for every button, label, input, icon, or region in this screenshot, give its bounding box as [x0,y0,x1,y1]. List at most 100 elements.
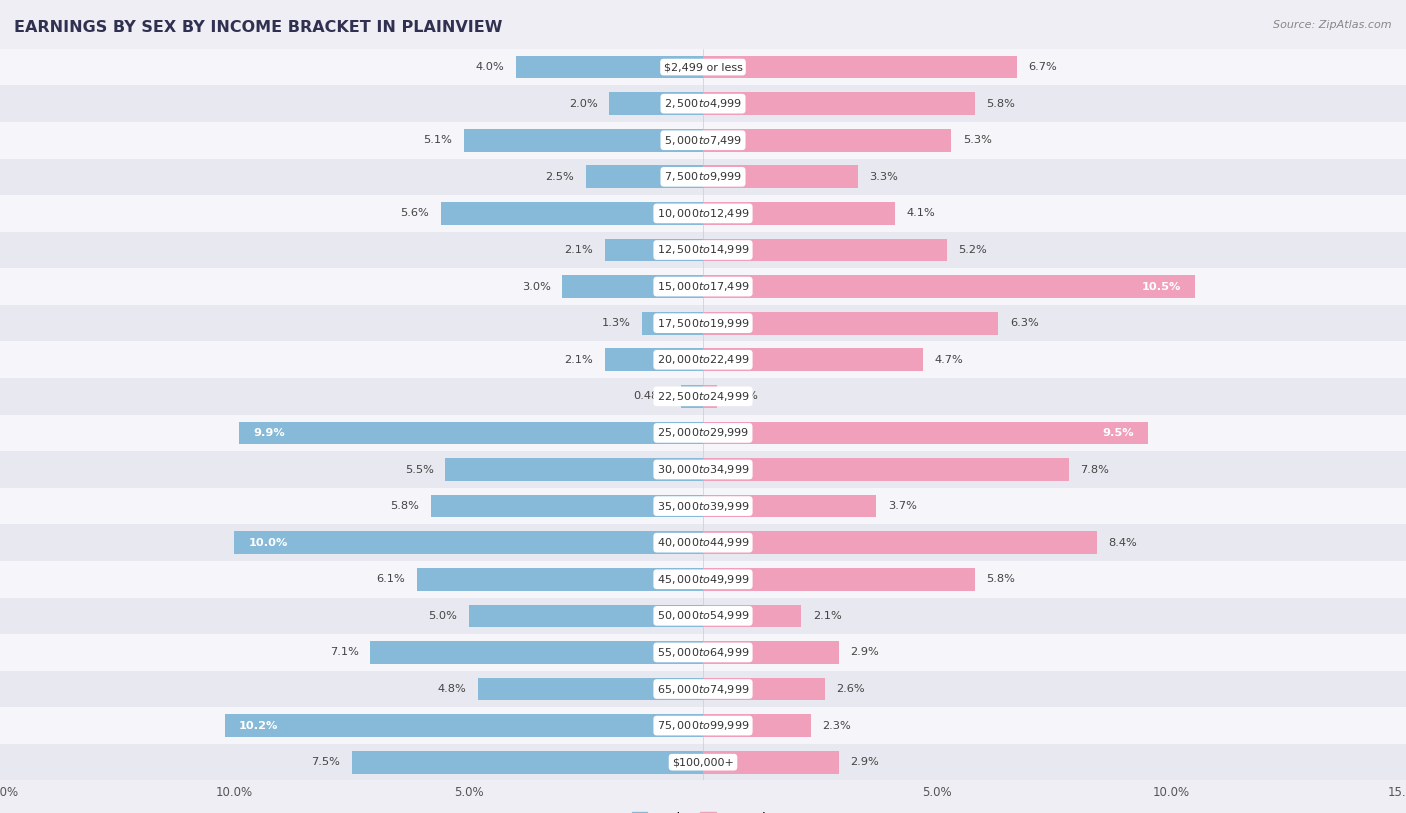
Text: 9.9%: 9.9% [253,428,285,438]
Legend: Male, Female: Male, Female [631,812,775,813]
Text: 4.7%: 4.7% [935,354,963,365]
Text: 4.8%: 4.8% [437,684,467,694]
Text: 2.6%: 2.6% [837,684,865,694]
Bar [225,715,703,737]
Text: Source: ZipAtlas.com: Source: ZipAtlas.com [1274,20,1392,30]
Bar [239,422,703,444]
Bar [703,56,1017,78]
Bar [681,385,703,407]
Bar [703,495,876,517]
Text: $10,000 to $12,499: $10,000 to $12,499 [657,207,749,220]
Text: $30,000 to $34,999: $30,000 to $34,999 [657,463,749,476]
Bar [703,422,1149,444]
Text: 1.3%: 1.3% [602,318,630,328]
Text: $55,000 to $64,999: $55,000 to $64,999 [657,646,749,659]
Text: 0.3%: 0.3% [728,391,758,402]
Bar [0,49,1406,85]
Text: 4.0%: 4.0% [475,62,503,72]
Text: 7.5%: 7.5% [311,757,340,767]
Text: 2.5%: 2.5% [546,172,574,182]
Text: $50,000 to $54,999: $50,000 to $54,999 [657,610,749,622]
Bar [0,195,1406,232]
Text: 10.0%: 10.0% [249,537,288,548]
Bar [703,239,946,261]
Bar [0,159,1406,195]
Text: $5,000 to $7,499: $5,000 to $7,499 [664,134,742,146]
Bar [516,56,703,78]
Text: $35,000 to $39,999: $35,000 to $39,999 [657,500,749,512]
Bar [0,707,1406,744]
Bar [605,239,703,261]
Bar [605,349,703,371]
Text: 3.7%: 3.7% [889,501,917,511]
Bar [370,641,703,663]
Bar [703,93,974,115]
Bar [0,122,1406,159]
Bar [440,202,703,224]
Text: 2.3%: 2.3% [823,720,851,731]
Bar [703,459,1069,480]
Bar [464,129,703,151]
Bar [446,459,703,480]
Bar [703,532,1097,554]
Bar [432,495,703,517]
Text: 9.5%: 9.5% [1102,428,1135,438]
Bar [703,641,839,663]
Text: 2.9%: 2.9% [851,757,879,767]
Text: $17,500 to $19,999: $17,500 to $19,999 [657,317,749,329]
Bar [703,129,952,151]
Bar [703,385,717,407]
Bar [468,605,703,627]
Bar [562,276,703,298]
Text: $100,000+: $100,000+ [672,757,734,767]
Bar [703,678,825,700]
Bar [0,268,1406,305]
Text: 5.5%: 5.5% [405,464,433,475]
Bar [0,488,1406,524]
Bar [0,671,1406,707]
Bar [703,276,1195,298]
Text: $12,500 to $14,999: $12,500 to $14,999 [657,244,749,256]
Text: 5.2%: 5.2% [959,245,987,255]
Text: 2.1%: 2.1% [813,611,842,621]
Bar [0,232,1406,268]
Text: $7,500 to $9,999: $7,500 to $9,999 [664,171,742,183]
Bar [0,744,1406,780]
Text: 6.7%: 6.7% [1029,62,1057,72]
Bar [703,568,974,590]
Bar [0,415,1406,451]
Text: $45,000 to $49,999: $45,000 to $49,999 [657,573,749,585]
Bar [609,93,703,115]
Bar [0,524,1406,561]
Text: 2.1%: 2.1% [564,354,593,365]
Text: 10.2%: 10.2% [239,720,278,731]
Bar [418,568,703,590]
Bar [478,678,703,700]
Text: 7.8%: 7.8% [1080,464,1109,475]
Text: 0.48%: 0.48% [633,391,669,402]
Text: 5.8%: 5.8% [987,98,1015,109]
Text: 8.4%: 8.4% [1108,537,1137,548]
Bar [235,532,703,554]
Text: 6.1%: 6.1% [377,574,405,585]
Text: 5.1%: 5.1% [423,135,453,146]
Text: 2.1%: 2.1% [564,245,593,255]
Bar [0,451,1406,488]
Text: 5.3%: 5.3% [963,135,993,146]
Text: 2.9%: 2.9% [851,647,879,658]
Text: 5.6%: 5.6% [401,208,429,219]
Bar [703,166,858,188]
Text: $2,500 to $4,999: $2,500 to $4,999 [664,98,742,110]
Text: EARNINGS BY SEX BY INCOME BRACKET IN PLAINVIEW: EARNINGS BY SEX BY INCOME BRACKET IN PLA… [14,20,502,35]
Text: $65,000 to $74,999: $65,000 to $74,999 [657,683,749,695]
Bar [0,378,1406,415]
Bar [703,605,801,627]
Text: 5.0%: 5.0% [427,611,457,621]
Bar [703,312,998,334]
Text: $40,000 to $44,999: $40,000 to $44,999 [657,537,749,549]
Bar [0,85,1406,122]
Bar [703,349,924,371]
Text: $2,499 or less: $2,499 or less [664,62,742,72]
Bar [643,312,703,334]
Bar [0,305,1406,341]
